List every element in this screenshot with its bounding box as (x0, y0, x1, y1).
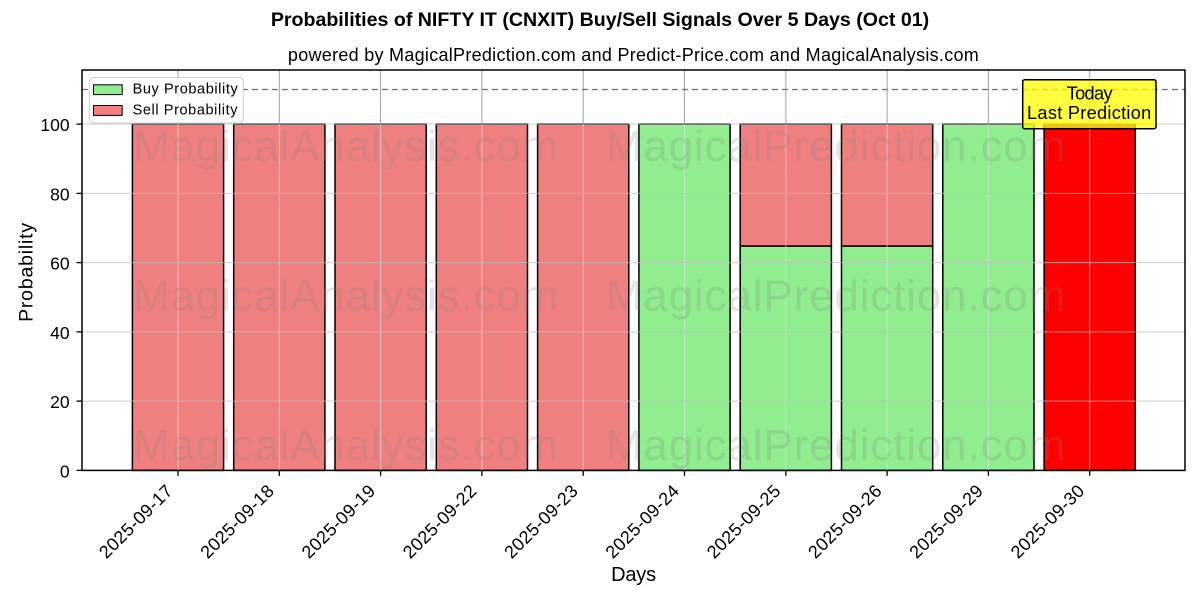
svg-text:MagicalPrediction.com: MagicalPrediction.com (606, 421, 1066, 470)
svg-text:20: 20 (50, 392, 70, 412)
svg-text:Probability: Probability (16, 222, 38, 322)
svg-text:40: 40 (50, 323, 70, 343)
svg-text:100: 100 (40, 115, 69, 135)
svg-text:powered by MagicalPrediction.c: powered by MagicalPrediction.com and Pre… (288, 45, 979, 65)
svg-text:80: 80 (50, 184, 70, 204)
svg-text:0: 0 (60, 461, 70, 481)
svg-text:MagicalAnalysis.com: MagicalAnalysis.com (133, 421, 559, 470)
svg-text:Last Prediction: Last Prediction (1027, 103, 1152, 123)
svg-text:Probabilities of NIFTY IT (CNX: Probabilities of NIFTY IT (CNXIT) Buy/Se… (271, 9, 929, 31)
svg-text:MagicalAnalysis.com: MagicalAnalysis.com (133, 122, 559, 171)
svg-text:MagicalAnalysis.com: MagicalAnalysis.com (133, 272, 559, 321)
svg-text:Today: Today (1067, 84, 1114, 104)
svg-text:Days: Days (611, 564, 656, 586)
svg-text:Buy Probability: Buy Probability (133, 82, 239, 98)
svg-text:60: 60 (50, 254, 70, 274)
svg-text:MagicalPrediction.com: MagicalPrediction.com (606, 122, 1066, 171)
svg-text:Sell Probability: Sell Probability (133, 103, 239, 119)
svg-text:MagicalPrediction.com: MagicalPrediction.com (606, 272, 1066, 321)
